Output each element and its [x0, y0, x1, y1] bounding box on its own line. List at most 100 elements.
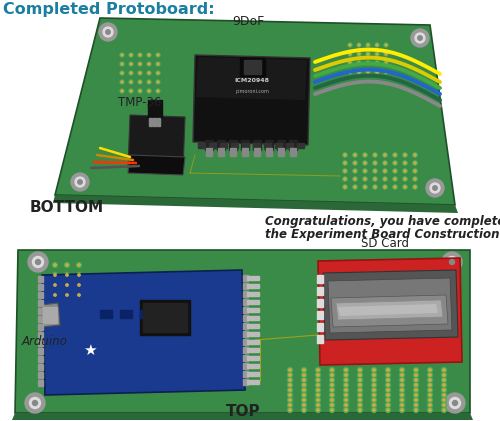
Bar: [38, 356, 43, 362]
Circle shape: [302, 392, 306, 397]
Bar: [247, 276, 259, 280]
Circle shape: [429, 369, 431, 371]
Circle shape: [353, 185, 357, 189]
Circle shape: [354, 162, 356, 164]
Circle shape: [385, 62, 387, 64]
Circle shape: [414, 387, 418, 392]
Bar: [143, 303, 187, 332]
Circle shape: [403, 161, 407, 165]
Circle shape: [103, 27, 113, 37]
Circle shape: [414, 368, 418, 373]
Circle shape: [413, 161, 417, 165]
Circle shape: [157, 54, 159, 56]
Circle shape: [387, 399, 389, 401]
Bar: [253, 140, 261, 150]
Circle shape: [401, 399, 403, 401]
Circle shape: [120, 62, 124, 66]
Circle shape: [428, 373, 432, 378]
Circle shape: [139, 90, 141, 92]
Circle shape: [403, 185, 407, 189]
Circle shape: [157, 63, 159, 65]
Circle shape: [429, 409, 431, 411]
Circle shape: [289, 399, 291, 401]
Circle shape: [78, 180, 82, 184]
Circle shape: [358, 373, 362, 378]
Bar: [38, 308, 43, 314]
Bar: [243, 339, 248, 345]
Circle shape: [345, 394, 347, 396]
Bar: [247, 324, 259, 328]
Circle shape: [387, 384, 389, 386]
Circle shape: [394, 186, 396, 188]
Bar: [243, 315, 248, 321]
Circle shape: [442, 387, 446, 392]
Circle shape: [317, 389, 319, 391]
Circle shape: [317, 369, 319, 371]
Circle shape: [353, 177, 357, 181]
Circle shape: [387, 394, 389, 396]
Circle shape: [76, 293, 82, 298]
Circle shape: [414, 154, 416, 156]
Bar: [241, 140, 249, 150]
Circle shape: [359, 389, 361, 391]
Bar: [38, 324, 43, 330]
Circle shape: [359, 384, 361, 386]
Circle shape: [316, 387, 320, 392]
Circle shape: [303, 399, 305, 401]
Bar: [242, 143, 249, 148]
Circle shape: [366, 52, 370, 56]
Circle shape: [64, 263, 70, 267]
Bar: [218, 148, 224, 156]
Circle shape: [394, 178, 396, 180]
Circle shape: [349, 44, 351, 46]
Circle shape: [414, 178, 416, 180]
Circle shape: [344, 170, 346, 172]
Circle shape: [428, 392, 432, 397]
Bar: [231, 143, 238, 148]
Circle shape: [303, 404, 305, 406]
Circle shape: [330, 368, 334, 373]
Bar: [317, 311, 323, 319]
Bar: [148, 100, 162, 118]
Polygon shape: [336, 300, 443, 320]
Circle shape: [330, 392, 334, 397]
Circle shape: [413, 169, 417, 173]
Circle shape: [373, 404, 375, 406]
Circle shape: [428, 397, 432, 402]
Circle shape: [358, 368, 362, 373]
Circle shape: [450, 397, 460, 408]
Circle shape: [367, 53, 369, 55]
Circle shape: [302, 402, 306, 408]
Circle shape: [288, 373, 292, 378]
Circle shape: [383, 161, 387, 165]
Circle shape: [386, 402, 390, 408]
Circle shape: [66, 284, 68, 286]
Circle shape: [415, 409, 417, 411]
Circle shape: [401, 384, 403, 386]
Circle shape: [373, 389, 375, 391]
Circle shape: [415, 399, 417, 401]
Bar: [209, 143, 216, 148]
Circle shape: [384, 154, 386, 156]
Circle shape: [130, 63, 132, 65]
Circle shape: [130, 81, 132, 83]
Circle shape: [400, 402, 404, 408]
Circle shape: [354, 170, 356, 172]
Circle shape: [345, 399, 347, 401]
Circle shape: [359, 374, 361, 376]
Polygon shape: [12, 413, 473, 420]
Circle shape: [54, 274, 56, 276]
Circle shape: [415, 389, 417, 391]
Circle shape: [330, 387, 334, 392]
Circle shape: [426, 179, 444, 197]
Circle shape: [403, 169, 407, 173]
Circle shape: [442, 383, 446, 387]
Circle shape: [364, 170, 366, 172]
Polygon shape: [41, 303, 60, 327]
Circle shape: [357, 70, 361, 74]
Bar: [254, 148, 260, 156]
Circle shape: [157, 81, 159, 83]
Bar: [244, 60, 261, 74]
Circle shape: [344, 178, 346, 180]
Bar: [247, 292, 259, 296]
